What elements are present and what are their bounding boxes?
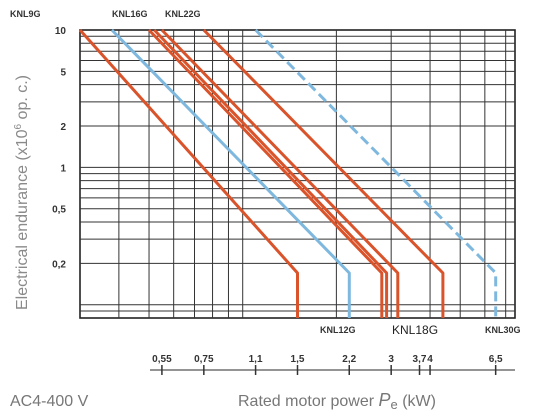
y-tick-label: 2 — [60, 122, 66, 133]
y-tick-label: 0,5 — [52, 205, 66, 216]
x-axis: 0,55 0,75 1,1 1,5 2,2 3 3,7 4 6,5 — [150, 354, 515, 375]
y-axis-label-after: op. c.) — [14, 75, 31, 124]
series-label-bottom: KNL18G — [392, 323, 438, 337]
y-tick-label: 10 — [55, 26, 67, 37]
series-label-top: KNL22G — [165, 9, 201, 19]
y-axis-label: Electrical endurance (x106 op. c.) — [13, 75, 31, 310]
x-tick-label: 0,75 — [194, 354, 214, 365]
y-tick-label: 5 — [60, 67, 66, 78]
series-line-knl30g — [254, 28, 498, 318]
chart-series — [78, 28, 498, 318]
y-axis-label-before: Electrical endurance (x10 — [14, 129, 31, 310]
x-axis-label-before: Rated motor power — [238, 393, 379, 410]
series-line-knl22g — [202, 28, 445, 318]
x-axis-label-sub: e — [391, 397, 398, 412]
x-tick-label: 6,5 — [489, 354, 503, 365]
series-line-knl16g — [147, 28, 384, 318]
y-tick-label: 0,2 — [52, 259, 66, 270]
x-tick-label: 1,5 — [291, 354, 305, 365]
chart-grid — [79, 29, 516, 319]
y-tick-labels: 10 5 2 1 0,5 0,2 — [52, 26, 66, 270]
x-tick-label: 0,55 — [152, 354, 172, 365]
series-line-knl18g — [160, 28, 400, 318]
test-condition: AC4-400 V — [10, 393, 89, 410]
x-tick-label: 1,1 — [249, 354, 263, 365]
y-tick-label: 1 — [60, 163, 66, 174]
series-line-unnamed-3 — [153, 28, 389, 318]
x-axis-label: Rated motor power Pe (kW) — [238, 390, 436, 412]
series-label-top: KNL9G — [10, 9, 41, 19]
x-axis-label-after: (kW) — [398, 393, 436, 410]
series-label-bottom: KNL30G — [485, 325, 521, 335]
x-tick-label: 2,2 — [342, 354, 356, 365]
x-tick-label: 3 — [388, 354, 394, 365]
series-labels: KNL9G KNL16G KNL22G KNL12G KNL18G KNL30G — [10, 9, 521, 337]
y-axis-label-sup: 6 — [13, 123, 24, 129]
series-line-knl9g — [78, 28, 299, 318]
x-axis-label-symbol: P — [379, 390, 391, 410]
x-tick-label: 3,7 — [413, 354, 427, 365]
series-label-bottom: KNL12G — [320, 325, 356, 335]
series-label-top: KNL16G — [112, 9, 148, 19]
series-line-knl12g — [110, 28, 351, 318]
x-tick-label: 4 — [427, 354, 433, 365]
